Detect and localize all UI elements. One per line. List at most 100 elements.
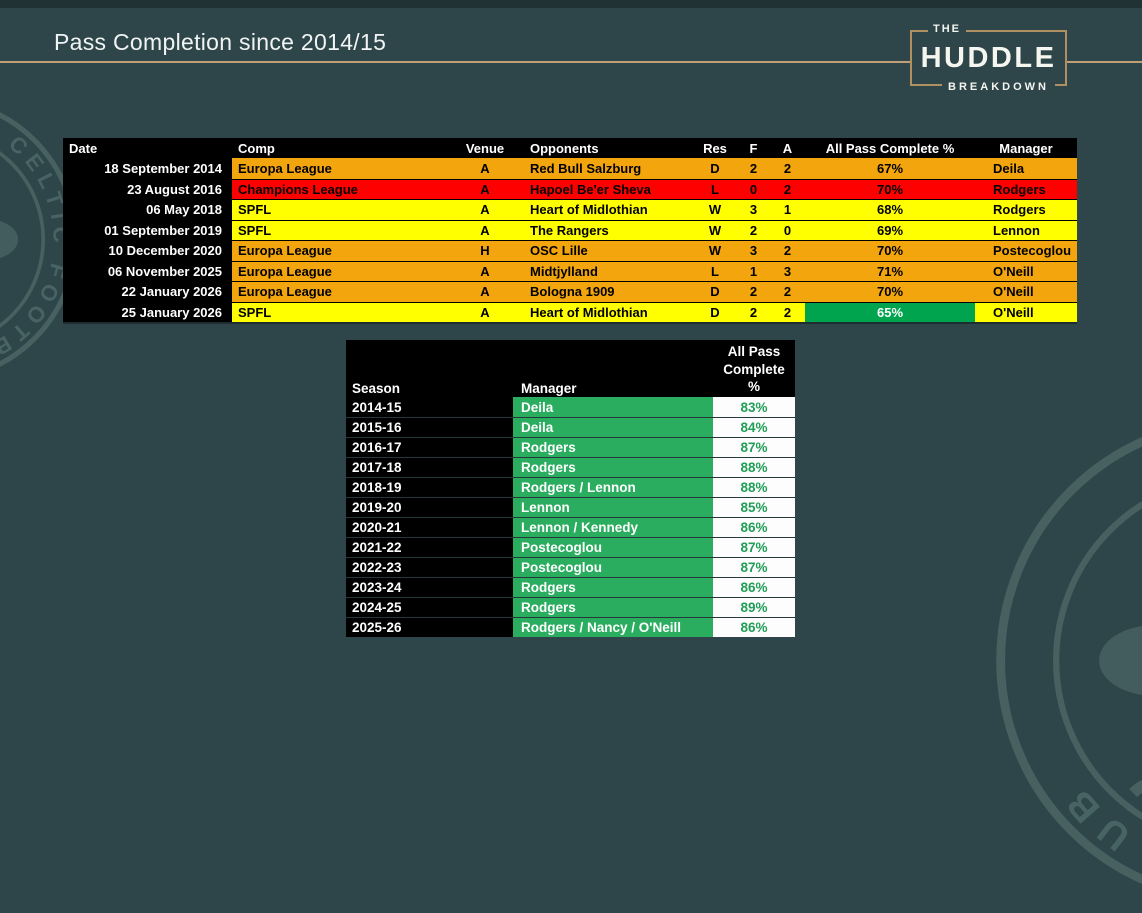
match-cell-goals-against: 2 — [770, 282, 805, 302]
match-cell-goals-against: 3 — [770, 261, 805, 281]
season-table-row: 2022-23 Postecoglou 87% — [346, 557, 795, 577]
match-cell-opponents: Bologna 1909 — [515, 282, 693, 302]
col-header-f: F — [737, 138, 770, 158]
season-table-row: 2016-17 Rodgers 87% — [346, 437, 795, 457]
match-cell-date: 23 August 2016 — [63, 179, 232, 199]
season-cell-season: 2018-19 — [346, 478, 513, 497]
match-cell-pass-pct: 71% — [805, 261, 975, 281]
match-cell-manager: Rodgers — [975, 179, 1077, 199]
season-table-header-row: Season Manager All Pass Complete % — [346, 340, 795, 397]
match-cell-comp: Europa League — [232, 282, 455, 302]
match-cell-comp: Europa League — [232, 261, 455, 281]
match-cell-venue: A — [455, 179, 515, 199]
match-cell-venue: A — [455, 261, 515, 281]
season-cell-manager: Deila — [513, 397, 713, 417]
match-cell-goals-for: 3 — [737, 241, 770, 261]
huddle-breakdown-logo: THE HUDDLE BREAKDOWN — [910, 23, 1067, 93]
season-summary-table: Season Manager All Pass Complete % 2014-… — [346, 340, 795, 637]
match-cell-comp: Champions League — [232, 179, 455, 199]
celtic-crest-watermark-icon: THE CELTIC FOOTBALL CLUB — [996, 425, 1142, 896]
season-table-row: 2023-24 Rodgers 86% — [346, 577, 795, 597]
match-cell-res: D — [693, 302, 737, 322]
match-cell-manager: O'Neill — [975, 261, 1077, 281]
season-cell-season: 2016-17 — [346, 438, 513, 457]
match-cell-goals-for: 0 — [737, 179, 770, 199]
match-cell-manager: Deila — [975, 158, 1077, 179]
match-cell-comp: SPFL — [232, 200, 455, 220]
col-header-comp: Comp — [232, 138, 455, 158]
match-cell-pass-pct: 70% — [805, 179, 975, 199]
season-table-row: 2017-18 Rodgers 88% — [346, 457, 795, 477]
match-cell-date: 22 January 2026 — [63, 282, 232, 302]
match-cell-goals-for: 2 — [737, 302, 770, 322]
col-header-opponents: Opponents — [515, 138, 693, 158]
match-table-row: 23 August 2016 Champions League A Hapoel Be… — [63, 178, 1077, 199]
season-cell-manager: Rodgers / Nancy / O'Neill — [513, 618, 713, 637]
col-header-venue: Venue — [455, 138, 515, 158]
match-cell-res: L — [693, 179, 737, 199]
match-cell-pass-pct: 65% — [805, 302, 975, 322]
match-cell-manager: O'Neill — [975, 302, 1077, 322]
season-cell-pass-pct: 89% — [713, 598, 795, 617]
season-cell-pass-pct: 87% — [713, 558, 795, 577]
season-cell-season: 2024-25 — [346, 598, 513, 617]
season-cell-pass-pct: 86% — [713, 578, 795, 597]
season-cell-manager: Deila — [513, 418, 713, 437]
match-cell-comp: Europa League — [232, 158, 455, 179]
match-cell-goals-for: 2 — [737, 220, 770, 240]
match-cell-opponents: Midtjylland — [515, 261, 693, 281]
col-header-pass-pct: All Pass Complete % — [805, 138, 975, 158]
match-cell-venue: H — [455, 241, 515, 261]
season-table-row: 2015-16 Deila 84% — [346, 417, 795, 437]
match-cell-pass-pct: 70% — [805, 241, 975, 261]
match-cell-res: D — [693, 282, 737, 302]
season-cell-season: 2022-23 — [346, 558, 513, 577]
season-cell-manager: Lennon / Kennedy — [513, 518, 713, 537]
season-table-body: 2014-15 Deila 83% 2015-16 Deila 84% 2016-17 Rod… — [346, 397, 795, 637]
match-cell-manager: Lennon — [975, 220, 1077, 240]
match-cell-goals-for: 2 — [737, 158, 770, 179]
match-cell-res: W — [693, 220, 737, 240]
season-table-row: 2019-20 Lennon 85% — [346, 497, 795, 517]
season-cell-pass-pct: 88% — [713, 478, 795, 497]
col-header-manager: Manager — [975, 138, 1077, 158]
season-table-row: 2014-15 Deila 83% — [346, 397, 795, 417]
match-cell-date: 25 January 2026 — [63, 302, 232, 322]
match-cell-res: W — [693, 241, 737, 261]
col-header-all-pass-pct: All Pass Complete % — [723, 344, 785, 394]
match-cell-comp: SPFL — [232, 302, 455, 322]
match-cell-goals-against: 2 — [770, 179, 805, 199]
season-cell-manager: Rodgers — [513, 458, 713, 477]
season-table-row: 2021-22 Postecoglou 87% — [346, 537, 795, 557]
match-cell-goals-for: 1 — [737, 261, 770, 281]
season-cell-season: 2023-24 — [346, 578, 513, 597]
match-cell-date: 18 September 2014 — [63, 158, 232, 179]
season-cell-pass-pct: 83% — [713, 397, 795, 417]
season-cell-season: 2021-22 — [346, 538, 513, 557]
season-cell-pass-pct: 87% — [713, 438, 795, 457]
match-cell-opponents: Red Bull Salzburg — [515, 158, 693, 179]
match-cell-pass-pct: 69% — [805, 220, 975, 240]
match-cell-venue: A — [455, 282, 515, 302]
season-cell-pass-pct: 84% — [713, 418, 795, 437]
match-cell-opponents: OSC Lille — [515, 241, 693, 261]
match-cell-opponents: The Rangers — [515, 220, 693, 240]
col-header-a: A — [770, 138, 805, 158]
match-cell-manager: Postecoglou — [975, 241, 1077, 261]
match-cell-opponents: Heart of Midlothian — [515, 302, 693, 322]
match-cell-opponents: Hapoel Be'er Sheva — [515, 179, 693, 199]
season-cell-manager: Rodgers — [513, 438, 713, 457]
page-title: Pass Completion since 2014/15 — [54, 29, 387, 55]
season-table-row: 2025-26 Rodgers / Nancy / O'Neill 86% — [346, 617, 795, 637]
match-table-row: 01 September 2019 SPFL A The Rangers W 2 0 69% L… — [63, 219, 1077, 240]
match-cell-goals-for: 2 — [737, 282, 770, 302]
season-cell-pass-pct: 86% — [713, 518, 795, 537]
season-cell-season: 2014-15 — [346, 397, 513, 417]
gold-divider-line — [0, 61, 1142, 63]
season-cell-season: 2019-20 — [346, 498, 513, 517]
match-cell-goals-against: 0 — [770, 220, 805, 240]
season-cell-manager: Lennon — [513, 498, 713, 517]
svg-text:THE CELTIC FOOTBALL CLUB: THE CELTIC FOOTBALL CLUB — [1051, 425, 1142, 896]
match-cell-venue: A — [455, 302, 515, 322]
